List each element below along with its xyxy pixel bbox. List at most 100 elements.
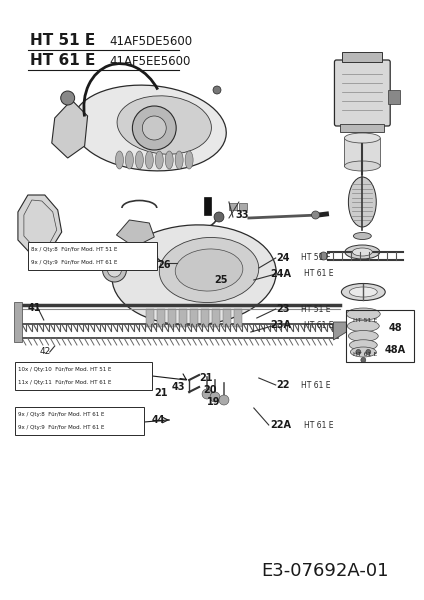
- Ellipse shape: [352, 248, 372, 256]
- Bar: [340, 124, 384, 132]
- Ellipse shape: [344, 161, 380, 171]
- Ellipse shape: [185, 151, 193, 169]
- Text: HT 51 E: HT 51 E: [301, 253, 330, 263]
- Bar: [388, 90, 400, 104]
- Polygon shape: [18, 195, 62, 255]
- Text: 11x / Qty:11  Für/for Mod. HT 61 E: 11x / Qty:11 Für/for Mod. HT 61 E: [18, 380, 111, 385]
- Text: 43: 43: [171, 382, 185, 392]
- Ellipse shape: [73, 85, 226, 171]
- FancyBboxPatch shape: [335, 60, 390, 126]
- Circle shape: [142, 116, 166, 140]
- Text: E3-07692A-01: E3-07692A-01: [261, 562, 388, 580]
- Circle shape: [320, 252, 327, 260]
- Ellipse shape: [126, 151, 134, 169]
- Bar: [201, 309, 209, 327]
- Ellipse shape: [349, 331, 378, 341]
- Bar: [14, 302, 22, 342]
- Text: 21: 21: [154, 388, 168, 398]
- Text: HT 51 E: HT 51 E: [353, 317, 378, 323]
- Text: 8x / Qty:8  Für/for Mod. HT 51 E: 8x / Qty:8 Für/for Mod. HT 51 E: [31, 247, 117, 252]
- Ellipse shape: [350, 347, 376, 357]
- Text: 22: 22: [277, 380, 290, 390]
- Bar: [239, 203, 247, 210]
- Bar: [190, 309, 198, 327]
- Ellipse shape: [344, 133, 380, 143]
- Circle shape: [103, 258, 126, 282]
- Polygon shape: [333, 322, 346, 340]
- Ellipse shape: [175, 151, 183, 169]
- Text: 23A: 23A: [271, 320, 292, 330]
- Text: 44: 44: [151, 415, 165, 425]
- Circle shape: [213, 86, 221, 94]
- Ellipse shape: [349, 177, 376, 227]
- Bar: [179, 309, 187, 327]
- Text: 22A: 22A: [271, 420, 292, 430]
- Ellipse shape: [353, 232, 371, 239]
- Ellipse shape: [165, 151, 173, 169]
- Text: 9x / Qty:9  Für/for Mod. HT 61 E: 9x / Qty:9 Für/for Mod. HT 61 E: [31, 260, 117, 265]
- Circle shape: [108, 263, 121, 277]
- Bar: [223, 309, 231, 327]
- Text: HT 61 E: HT 61 E: [353, 352, 378, 358]
- Ellipse shape: [341, 283, 385, 301]
- Ellipse shape: [345, 245, 380, 259]
- Text: HT 61 E: HT 61 E: [304, 421, 333, 430]
- Text: 42: 42: [40, 347, 51, 356]
- Bar: [346, 310, 414, 362]
- Text: 48A: 48A: [384, 345, 405, 355]
- Text: 9x / Qty:9  Für/for Mod. HT 61 E: 9x / Qty:9 Für/for Mod. HT 61 E: [18, 425, 104, 430]
- Circle shape: [312, 211, 320, 219]
- Ellipse shape: [346, 308, 380, 320]
- Text: HT 51 E: HT 51 E: [301, 304, 330, 313]
- Bar: [229, 203, 237, 210]
- Text: 9x / Qty:8  Für/for Mod. HT 61 E: 9x / Qty:8 Für/for Mod. HT 61 E: [18, 412, 104, 417]
- Polygon shape: [52, 100, 88, 158]
- Text: HT 61 E: HT 61 E: [301, 380, 330, 389]
- Ellipse shape: [112, 225, 276, 325]
- Text: 25: 25: [214, 275, 228, 285]
- Text: 24: 24: [277, 253, 290, 263]
- Text: 24A: 24A: [271, 269, 292, 279]
- Text: HT 51 E: HT 51 E: [30, 33, 95, 48]
- Text: 41AF5DE5600: 41AF5DE5600: [109, 35, 192, 48]
- Bar: [157, 309, 165, 327]
- Bar: [146, 309, 154, 327]
- Text: 48: 48: [388, 323, 402, 333]
- Text: 41: 41: [28, 303, 42, 313]
- Bar: [28, 242, 157, 270]
- Polygon shape: [117, 220, 154, 247]
- Text: HT 61 E: HT 61 E: [304, 269, 333, 278]
- Bar: [15, 362, 152, 390]
- Text: 19: 19: [207, 397, 220, 407]
- Ellipse shape: [135, 151, 143, 169]
- Ellipse shape: [115, 151, 123, 169]
- Text: 21: 21: [199, 373, 212, 383]
- Circle shape: [356, 349, 361, 355]
- Circle shape: [61, 91, 75, 105]
- Bar: [212, 309, 220, 327]
- Ellipse shape: [349, 340, 377, 350]
- Circle shape: [366, 349, 371, 355]
- Text: 26: 26: [157, 260, 171, 270]
- Bar: [204, 197, 211, 215]
- Text: 33: 33: [235, 210, 248, 220]
- Bar: [234, 309, 242, 327]
- Bar: [343, 52, 382, 62]
- Text: 20: 20: [203, 385, 217, 395]
- Circle shape: [202, 389, 212, 399]
- Ellipse shape: [155, 151, 163, 169]
- Circle shape: [132, 106, 176, 150]
- Text: HT 61 E: HT 61 E: [30, 53, 95, 68]
- Circle shape: [210, 392, 220, 402]
- Text: 10x / Qty:10  Für/for Mod. HT 51 E: 10x / Qty:10 Für/for Mod. HT 51 E: [18, 367, 111, 372]
- Bar: [15, 407, 144, 435]
- Text: 23: 23: [277, 304, 290, 314]
- Text: 41AF5EE5600: 41AF5EE5600: [109, 55, 191, 68]
- Ellipse shape: [175, 249, 243, 291]
- Circle shape: [214, 212, 224, 222]
- Bar: [168, 309, 176, 327]
- Bar: [344, 138, 380, 166]
- Ellipse shape: [117, 96, 212, 154]
- Ellipse shape: [145, 151, 153, 169]
- Ellipse shape: [349, 287, 377, 297]
